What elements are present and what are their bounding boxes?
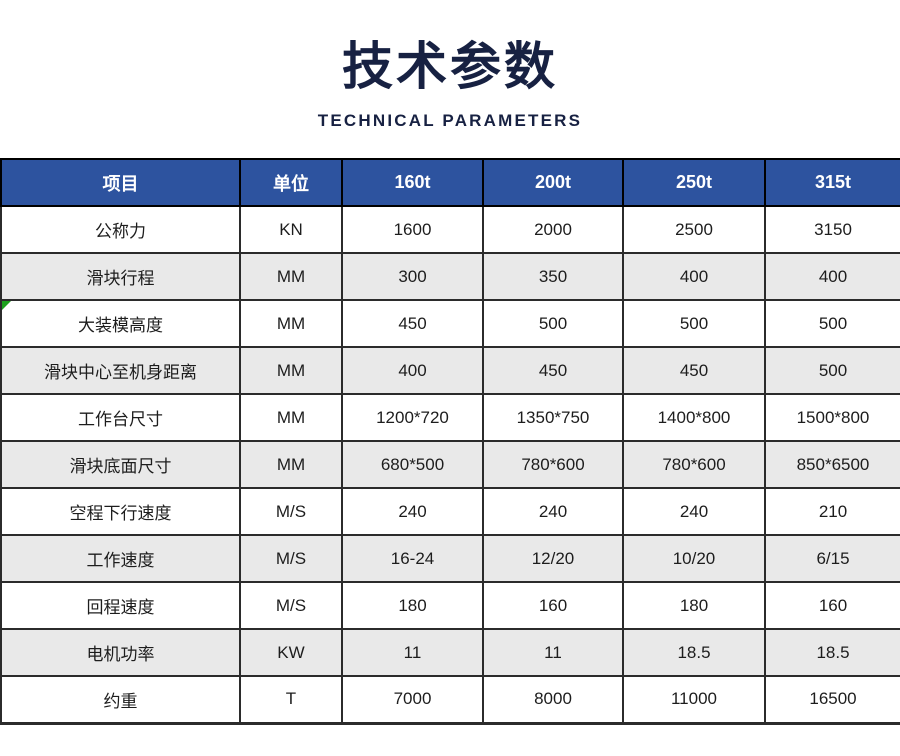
spec-table-head: 项目 单位 160t 200t 250t 315t	[0, 158, 900, 207]
col-header-250t: 250t	[622, 158, 766, 207]
value-cell: 240	[341, 487, 484, 536]
item-cell: 空程下行速度	[0, 487, 241, 536]
value-cell: 180	[622, 581, 766, 630]
value-cell: 10/20	[622, 534, 766, 583]
col-header-unit: 单位	[239, 158, 343, 207]
table-row: 约重 T 7000 8000 11000 16500	[0, 675, 900, 725]
table-row: 大装模高度 MM 450 500 500 500	[0, 299, 900, 348]
item-cell: 滑块行程	[0, 252, 241, 301]
item-cell: 滑块底面尺寸	[0, 440, 241, 489]
unit-cell: KW	[239, 628, 343, 677]
unit-cell: M/S	[239, 487, 343, 536]
spec-table: 项目 单位 160t 200t 250t 315t 公称力 KN 1600 2000 2500 31…	[0, 158, 900, 725]
value-cell: 450	[622, 346, 766, 395]
value-cell: 11	[341, 628, 484, 677]
value-cell: 350	[482, 252, 624, 301]
value-cell: 780*600	[482, 440, 624, 489]
value-cell: 180	[341, 581, 484, 630]
unit-cell: T	[239, 675, 343, 725]
value-cell: 400	[341, 346, 484, 395]
value-cell: 850*6500	[764, 440, 900, 489]
unit-cell: M/S	[239, 534, 343, 583]
unit-cell: MM	[239, 299, 343, 348]
value-cell: 2500	[622, 205, 766, 254]
value-cell: 11	[482, 628, 624, 677]
table-row: 工作速度 M/S 16-24 12/20 10/20 6/15	[0, 534, 900, 583]
value-cell: 450	[482, 346, 624, 395]
table-row: 公称力 KN 1600 2000 2500 3150	[0, 205, 900, 254]
value-cell: 500	[764, 299, 900, 348]
value-cell: 16-24	[341, 534, 484, 583]
value-cell: 1500*800	[764, 393, 900, 442]
table-row: 工作台尺寸 MM 1200*720 1350*750 1400*800 1500*800	[0, 393, 900, 442]
unit-cell: MM	[239, 346, 343, 395]
table-row: 回程速度 M/S 180 160 180 160	[0, 581, 900, 630]
page-subtitle: TECHNICAL PARAMETERS	[317, 111, 583, 130]
value-cell: 18.5	[764, 628, 900, 677]
value-cell: 7000	[341, 675, 484, 725]
value-cell: 400	[622, 252, 766, 301]
value-cell: 300	[341, 252, 484, 301]
value-cell: 1350*750	[482, 393, 624, 442]
unit-cell: MM	[239, 440, 343, 489]
value-cell: 160	[482, 581, 624, 630]
table-row: 空程下行速度 M/S 240 240 240 210	[0, 487, 900, 536]
value-cell: 11000	[622, 675, 766, 725]
value-cell: 2000	[482, 205, 624, 254]
value-cell: 240	[622, 487, 766, 536]
value-cell: 780*600	[622, 440, 766, 489]
item-cell: 工作速度	[0, 534, 241, 583]
value-cell: 210	[764, 487, 900, 536]
col-header-160t: 160t	[341, 158, 484, 207]
value-cell: 18.5	[622, 628, 766, 677]
col-header-315t: 315t	[764, 158, 900, 207]
spec-table-body: 公称力 KN 1600 2000 2500 3150 滑块行程 MM 300 350 400 400 大…	[0, 205, 900, 725]
value-cell: 6/15	[764, 534, 900, 583]
value-cell: 3150	[764, 205, 900, 254]
value-cell: 500	[622, 299, 766, 348]
table-row: 滑块底面尺寸 MM 680*500 780*600 780*600 850*6500	[0, 440, 900, 489]
unit-cell: M/S	[239, 581, 343, 630]
item-cell: 工作台尺寸	[0, 393, 241, 442]
table-row: 滑块行程 MM 300 350 400 400	[0, 252, 900, 301]
item-cell: 大装模高度	[0, 299, 241, 348]
value-cell: 12/20	[482, 534, 624, 583]
page-title: 技术参数	[341, 38, 558, 95]
unit-cell: MM	[239, 252, 343, 301]
table-row: 滑块中心至机身距离 MM 400 450 450 500	[0, 346, 900, 395]
value-cell: 1400*800	[622, 393, 766, 442]
value-cell: 680*500	[341, 440, 484, 489]
value-cell: 500	[764, 346, 900, 395]
value-cell: 160	[764, 581, 900, 630]
header-row: 项目 单位 160t 200t 250t 315t	[0, 158, 900, 207]
value-cell: 16500	[764, 675, 900, 725]
value-cell: 8000	[482, 675, 624, 725]
col-header-item: 项目	[0, 158, 241, 207]
col-header-200t: 200t	[482, 158, 624, 207]
value-cell: 400	[764, 252, 900, 301]
value-cell: 450	[341, 299, 484, 348]
value-cell: 500	[482, 299, 624, 348]
item-cell: 公称力	[0, 205, 241, 254]
item-cell: 约重	[0, 675, 241, 725]
item-cell: 电机功率	[0, 628, 241, 677]
item-cell: 滑块中心至机身距离	[0, 346, 241, 395]
item-cell: 回程速度	[0, 581, 241, 630]
value-cell: 240	[482, 487, 624, 536]
note-corner-marker-icon	[3, 302, 11, 310]
value-cell: 1600	[341, 205, 484, 254]
unit-cell: KN	[239, 205, 343, 254]
table-row: 电机功率 KW 11 11 18.5 18.5	[0, 628, 900, 677]
unit-cell: MM	[239, 393, 343, 442]
value-cell: 1200*720	[341, 393, 484, 442]
